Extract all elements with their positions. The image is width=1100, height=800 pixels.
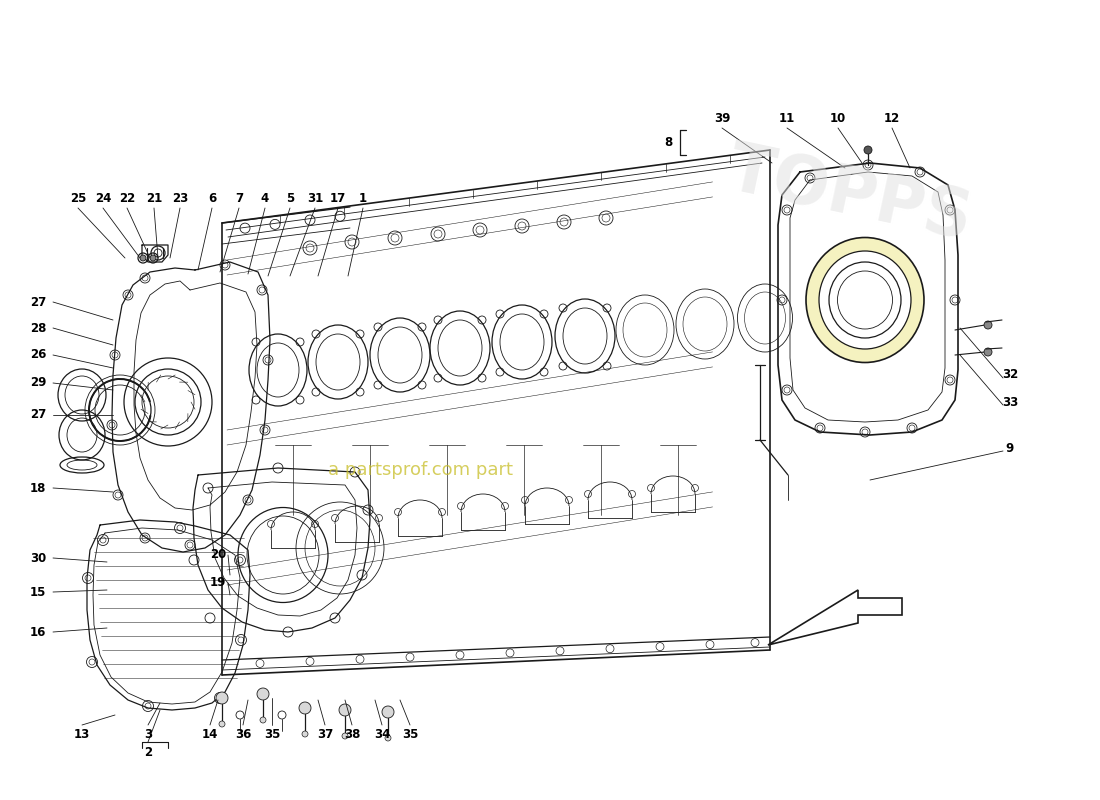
Text: 10: 10	[829, 111, 846, 125]
Circle shape	[382, 706, 394, 718]
Text: 25: 25	[69, 191, 86, 205]
Text: 5: 5	[286, 191, 294, 205]
Circle shape	[339, 704, 351, 716]
Text: 27: 27	[30, 409, 46, 422]
Text: 39: 39	[714, 111, 730, 125]
Text: 11: 11	[779, 111, 795, 125]
Text: 37: 37	[317, 729, 333, 742]
Text: 1: 1	[359, 191, 367, 205]
Text: 26: 26	[30, 349, 46, 362]
Text: 6: 6	[208, 191, 216, 205]
Text: 22: 22	[119, 191, 135, 205]
Text: TOPPS: TOPPS	[722, 137, 978, 253]
Text: 33: 33	[1002, 395, 1019, 409]
Text: 2: 2	[144, 746, 152, 758]
Text: 35: 35	[402, 729, 418, 742]
Text: 8: 8	[664, 137, 672, 150]
Circle shape	[216, 692, 228, 704]
Text: 18: 18	[30, 482, 46, 494]
Text: a partsprof.com part: a partsprof.com part	[328, 461, 513, 479]
Text: 12: 12	[884, 111, 900, 125]
Text: 14: 14	[201, 729, 218, 742]
Circle shape	[257, 688, 270, 700]
Text: 29: 29	[30, 377, 46, 390]
Text: 24: 24	[95, 191, 111, 205]
Text: 15: 15	[30, 586, 46, 598]
Circle shape	[219, 721, 225, 727]
Text: 16: 16	[30, 626, 46, 638]
Text: 32: 32	[1002, 369, 1019, 382]
Text: 27: 27	[30, 295, 46, 309]
Text: 7: 7	[235, 191, 243, 205]
Circle shape	[150, 255, 156, 261]
Text: 34: 34	[374, 729, 390, 742]
Text: 3: 3	[144, 729, 152, 742]
Circle shape	[342, 733, 348, 739]
Circle shape	[260, 717, 266, 723]
Text: 17: 17	[330, 191, 346, 205]
Text: 21: 21	[146, 191, 162, 205]
Text: 35: 35	[264, 729, 280, 742]
Text: 36: 36	[234, 729, 251, 742]
Text: 23: 23	[172, 191, 188, 205]
Text: 30: 30	[30, 551, 46, 565]
Circle shape	[984, 348, 992, 356]
Text: 4: 4	[261, 191, 270, 205]
Circle shape	[299, 702, 311, 714]
Circle shape	[864, 146, 872, 154]
Text: 28: 28	[30, 322, 46, 334]
Circle shape	[302, 731, 308, 737]
Text: 19: 19	[210, 577, 227, 590]
Ellipse shape	[806, 238, 924, 362]
Text: 31: 31	[307, 191, 323, 205]
Circle shape	[140, 255, 146, 261]
Ellipse shape	[820, 251, 911, 349]
Text: 38: 38	[344, 729, 360, 742]
Text: 13: 13	[74, 729, 90, 742]
Circle shape	[385, 735, 390, 741]
Text: 9: 9	[1005, 442, 1014, 454]
Text: 20: 20	[210, 549, 227, 562]
Circle shape	[984, 321, 992, 329]
